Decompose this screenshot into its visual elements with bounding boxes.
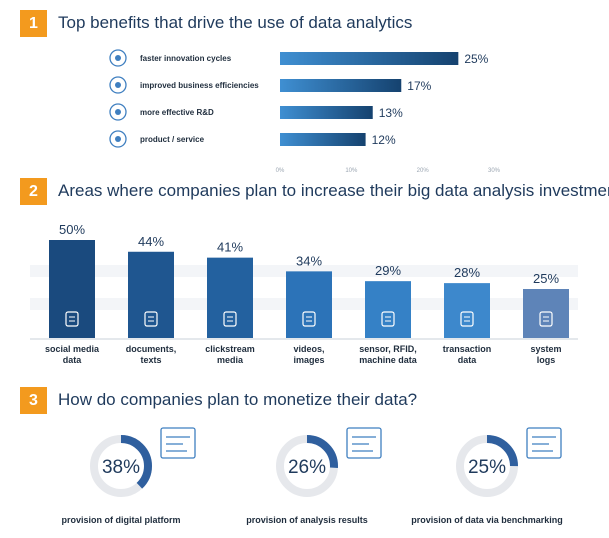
ring-fill <box>456 435 518 497</box>
section-title-3: How do companies plan to monetize their … <box>58 390 418 409</box>
investment-bar <box>207 257 253 338</box>
investment-category-line: images <box>293 355 325 365</box>
investment-value-label: 41% <box>217 240 243 255</box>
research-icon <box>109 103 127 121</box>
section-title-1: Top benefits that drive the use of data … <box>58 13 413 32</box>
investment-bar <box>286 271 332 338</box>
investment-category-line: videos, <box>293 344 325 354</box>
investment-category-line: documents, <box>125 344 177 354</box>
people-icon <box>526 427 562 459</box>
benefits-bar-chart: faster innovation cycles 25% improved busi… <box>109 49 501 174</box>
section-number-2: 2 <box>20 178 47 205</box>
investment-value-label: 28% <box>454 265 480 280</box>
investment-category-line: texts <box>140 355 162 365</box>
image-icon <box>302 311 316 327</box>
ring-value-label: 25% <box>468 457 506 478</box>
investment-category-line: logs <box>536 355 556 365</box>
section-title-2: Areas where companies plan to increase t… <box>58 181 609 200</box>
investment-category-line: data <box>457 355 477 365</box>
investment-bar-chart: 50% 44% 41% 34% 29% 28% 25% <box>30 222 578 340</box>
benefit-value-label: 25% <box>464 52 488 66</box>
benefit-bar <box>280 79 402 92</box>
benefit-value-label: 12% <box>372 133 396 147</box>
investment-value-label: 34% <box>296 253 322 268</box>
investment-category-line: transaction <box>442 344 492 354</box>
monetization-label: provision of data via benchmarking <box>411 515 563 525</box>
log-icon <box>539 311 553 327</box>
efficiency-icon <box>109 76 127 94</box>
investment-category-label: sensor, RFID, machine data <box>346 344 430 366</box>
benefit-x-tick: 0% <box>276 168 285 174</box>
investment-category-label: videos, images <box>267 344 351 366</box>
investment-bar <box>49 240 95 338</box>
platform-icon <box>160 427 196 459</box>
social-network-icon <box>65 311 79 327</box>
benefit-label: product / service <box>140 135 205 144</box>
investment-value-label: 29% <box>375 263 401 278</box>
monetization-rings: 38% 26% 25% <box>90 427 562 497</box>
investment-category-line: machine data <box>359 355 417 365</box>
investment-category-line: data <box>62 355 82 365</box>
investment-value-label: 25% <box>533 271 559 286</box>
benefit-label: improved business efficiencies <box>140 81 259 90</box>
benefit-value-label: 13% <box>379 106 403 120</box>
product-icon <box>109 130 127 148</box>
investment-bar <box>523 289 569 338</box>
monetization-label: provision of digital platform <box>61 515 181 525</box>
investment-value-label: 44% <box>138 234 164 249</box>
benefit-label: more effective R&D <box>140 108 214 117</box>
investment-category-label: transaction data <box>425 344 509 366</box>
investment-value-label: 50% <box>59 222 85 237</box>
investment-category-line: sensor, RFID, <box>359 344 417 354</box>
cycle-icon <box>109 49 127 67</box>
sensor-icon <box>381 311 395 327</box>
investment-category-label: documents, texts <box>109 344 193 366</box>
section-number-3: 3 <box>20 387 47 414</box>
investment-category-line: social media <box>44 344 100 354</box>
benefit-x-tick: 10% <box>345 168 358 174</box>
ring-value-label: 38% <box>102 457 140 478</box>
monetization-label: provision of analysis results <box>246 515 368 525</box>
investment-bar <box>365 281 411 338</box>
benefit-x-tick: 30% <box>488 168 501 174</box>
section-number-1: 1 <box>20 10 47 37</box>
benefit-x-tick: 20% <box>417 168 430 174</box>
ring-value-label: 26% <box>288 457 326 478</box>
document-icon <box>144 311 158 327</box>
benefit-bar <box>280 106 373 119</box>
investment-category-line: media <box>216 355 243 365</box>
ring-fill <box>90 435 152 497</box>
investment-category-line: system <box>530 344 562 354</box>
investment-category-label: social media data <box>30 344 114 366</box>
click-icon <box>223 311 237 327</box>
benefit-label: faster innovation cycles <box>140 54 232 63</box>
analysis-icon <box>346 427 382 459</box>
investment-bar <box>128 251 174 338</box>
benefit-bar <box>280 133 366 146</box>
benefit-value-label: 17% <box>407 79 431 93</box>
transaction-icon <box>460 311 474 327</box>
investment-category-line: clickstream <box>205 344 255 354</box>
investment-category-label: clickstream media <box>188 344 272 366</box>
investment-bar <box>444 283 490 338</box>
ring-fill <box>276 435 338 497</box>
benefit-bar <box>280 52 459 65</box>
investment-category-label: system logs <box>504 344 588 366</box>
